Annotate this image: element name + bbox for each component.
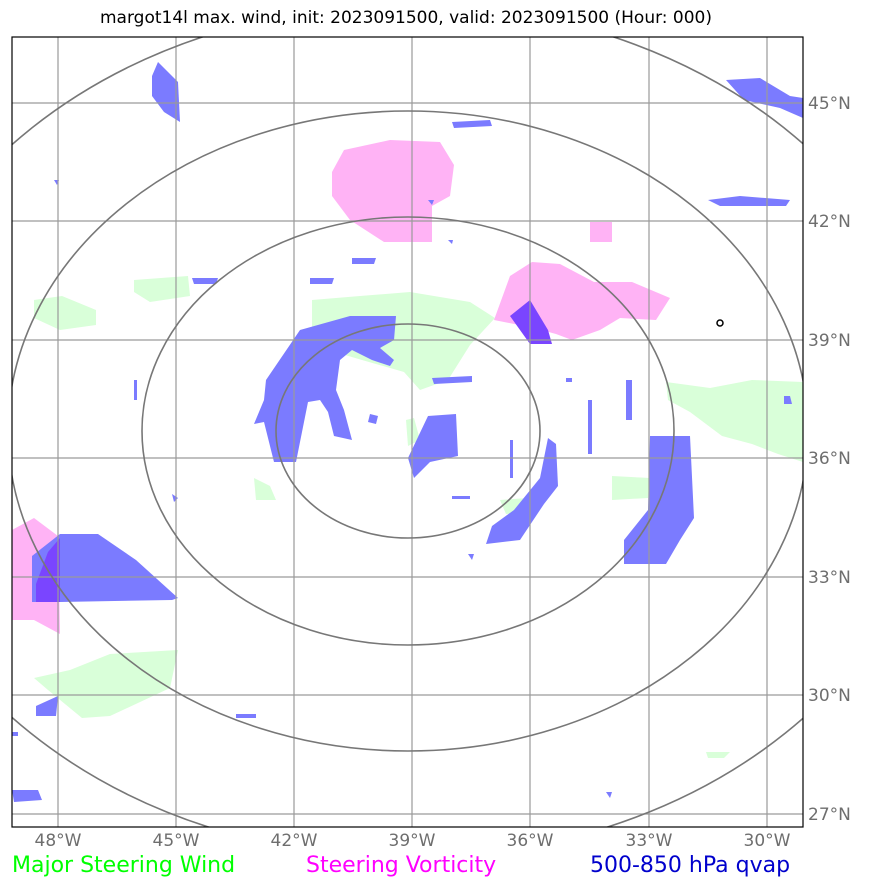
lat-tick-label: 45°N (808, 94, 851, 114)
lon-tick-label: 42°W (271, 831, 318, 851)
lat-tick-label: 27°N (808, 805, 851, 825)
lon-tick-label: 36°W (507, 831, 554, 851)
lat-tick-label: 36°N (808, 449, 851, 469)
storm-marker (716, 319, 724, 327)
plot-frame (11, 36, 804, 828)
legend-steering-vorticity: Steering Vorticity (306, 853, 497, 878)
lon-tick-label: 33°W (626, 831, 673, 851)
lon-tick-labels: 48°W 45°W 42°W 39°W 36°W 33°W 30°W (35, 831, 791, 851)
lat-tick-label: 33°N (808, 568, 851, 588)
map-title: margot14l max. wind, init: 2023091500, v… (99, 8, 713, 28)
lon-tick-label: 30°W (744, 831, 791, 851)
lon-tick-label: 48°W (35, 831, 82, 851)
lat-tick-label: 39°N (808, 331, 851, 351)
lat-gridlines (12, 102, 803, 815)
legend-qvap: 500-850 hPa qvap (590, 853, 791, 878)
lat-tick-label: 30°N (808, 686, 851, 706)
legend-steering-wind: Major Steering Wind (12, 853, 236, 878)
lat-tick-labels: 45°N 42°N 39°N 36°N 33°N 30°N 27°N (808, 94, 851, 825)
range-rings (12, 37, 803, 827)
lon-gridlines (57, 37, 768, 827)
lon-tick-label: 45°W (153, 831, 200, 851)
lon-tick-label: 39°W (389, 831, 436, 851)
lat-tick-label: 42°N (808, 212, 851, 232)
